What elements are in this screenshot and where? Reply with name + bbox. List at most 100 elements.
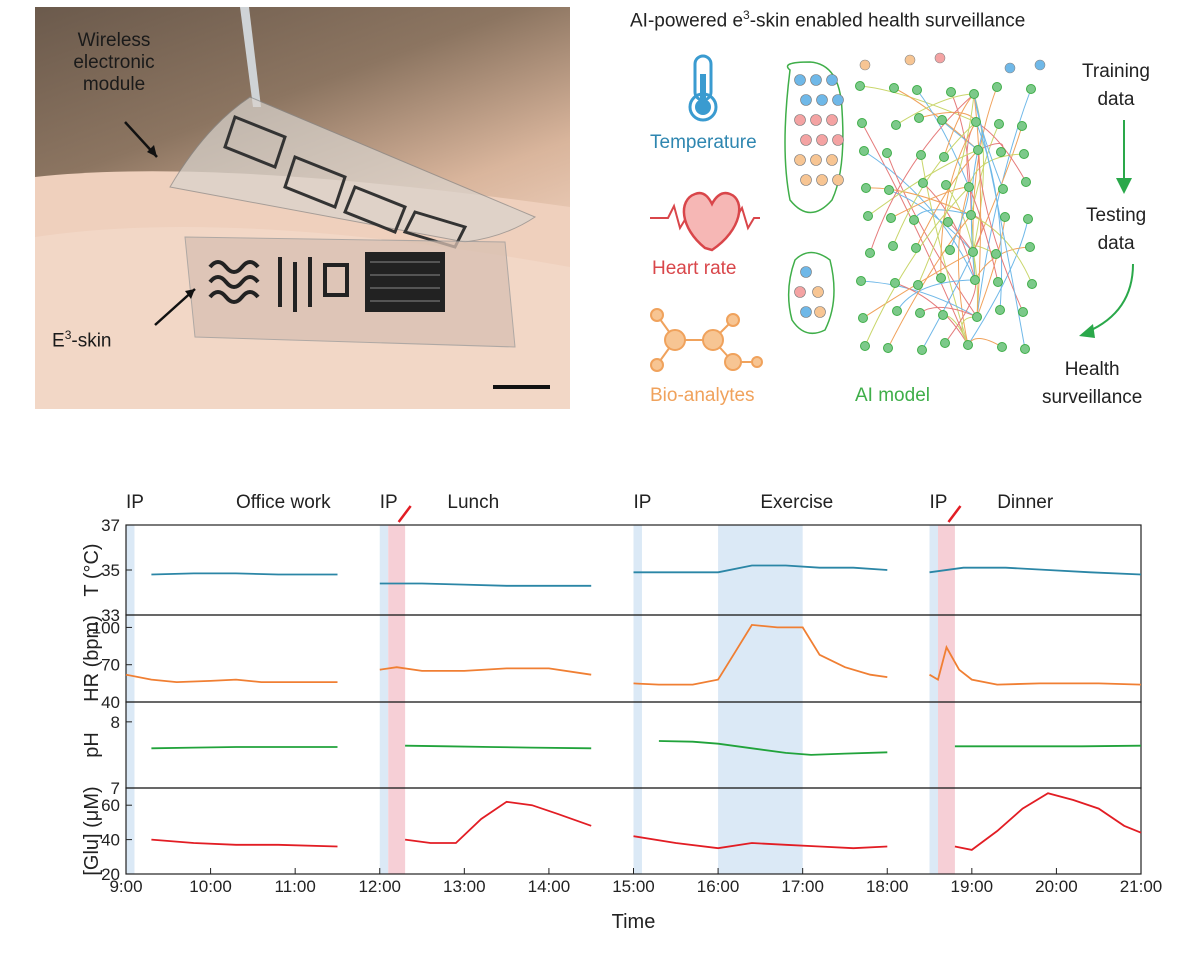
network-link [950,91,972,216]
series-line [658,740,888,756]
input-node [832,174,844,186]
input-node [794,74,806,86]
network-node [946,87,956,97]
input-node [826,114,838,126]
thermometer-icon [688,54,718,122]
testing-data-label: Testing data [1086,205,1147,254]
network-node [1000,212,1010,222]
device-photo-drawing [35,7,570,409]
x-tick-label: 9:00 [109,877,142,896]
y-tick-label: 20 [101,865,120,884]
series-line [929,566,1142,576]
series-line [379,666,592,676]
network-node [863,211,873,221]
shaded-period [126,525,135,874]
x-tick-label: 20:00 [1035,877,1078,896]
network-node [973,145,983,155]
series-line [151,746,338,750]
network-node [891,120,901,130]
network-link [970,214,1033,285]
network-link [887,214,972,349]
network-link [958,186,970,346]
network-node [1034,59,1046,71]
input-node [826,154,838,166]
network-node [855,81,865,91]
network-node [997,342,1007,352]
input-node [832,94,844,106]
y-tick-label: 33 [101,606,120,625]
x-tick-label: 12:00 [358,877,401,896]
health-surveillance-label: Health surveillance [1042,359,1143,408]
network-link [976,216,1006,318]
series-line [404,800,592,844]
red-arrow-icon [397,505,412,523]
event-label: Exercise [760,492,833,513]
network-link [893,87,979,151]
network-node [1026,84,1036,94]
network-link [886,152,978,318]
network-link [967,338,1003,348]
y-tick-label: 7 [111,779,120,798]
network-node [1004,62,1016,74]
molecule-icon [650,308,763,372]
network-node [883,343,893,353]
series-line [151,838,338,848]
x-tick-label: 13:00 [443,877,486,896]
input-node [816,94,828,106]
x-tick-label: 17:00 [781,877,824,896]
network-link [968,186,999,283]
network-node [992,82,1002,92]
network-node [882,148,892,158]
network-node [892,306,902,316]
event-label: IP [380,492,398,513]
network-link [864,186,970,347]
network-node [1018,307,1028,317]
network-node [971,117,981,127]
series-line [929,644,1142,686]
input-node [832,134,844,146]
input-node [800,266,812,278]
network-link [976,88,1032,318]
network-link [921,251,974,351]
y-axis-title: [Glu] (μM) [81,786,103,875]
input-node [794,286,806,298]
series-line [405,744,592,750]
network-node [915,308,925,318]
network-node [1025,242,1035,252]
event-label: Dinner [997,492,1054,513]
network-node [1027,279,1037,289]
network-node [865,248,875,258]
input-node [812,286,824,298]
network-node [914,113,924,123]
network-node [904,54,916,66]
input-node [810,154,822,166]
e3-skin-label: E3-skin [52,328,112,352]
network-link [865,187,972,216]
network-node [918,178,928,188]
x-tick-label: 14:00 [528,877,571,896]
series-line [633,835,888,850]
network-node [970,275,980,285]
network-node [859,146,869,156]
network-node [995,305,1005,315]
input-node [794,154,806,166]
shaded-period [938,525,955,874]
network-node [991,249,1001,259]
network-node [1020,344,1030,354]
network-node [937,115,947,125]
input-node [816,174,828,186]
y-tick-label: 35 [101,561,120,580]
network-link [892,121,977,247]
input-node [826,74,838,86]
temperature-label: Temperature [650,132,757,153]
network-node [858,313,868,323]
network-link [968,153,1025,188]
network-link [888,189,974,253]
network-node [857,118,867,128]
series-line [954,744,1142,748]
y-tick-label: 60 [101,796,120,815]
network-node [940,338,950,348]
y-tick-label: 40 [101,693,120,712]
ai-model-network [784,52,1046,355]
y-axis-title: HR (bpm) [81,615,103,702]
